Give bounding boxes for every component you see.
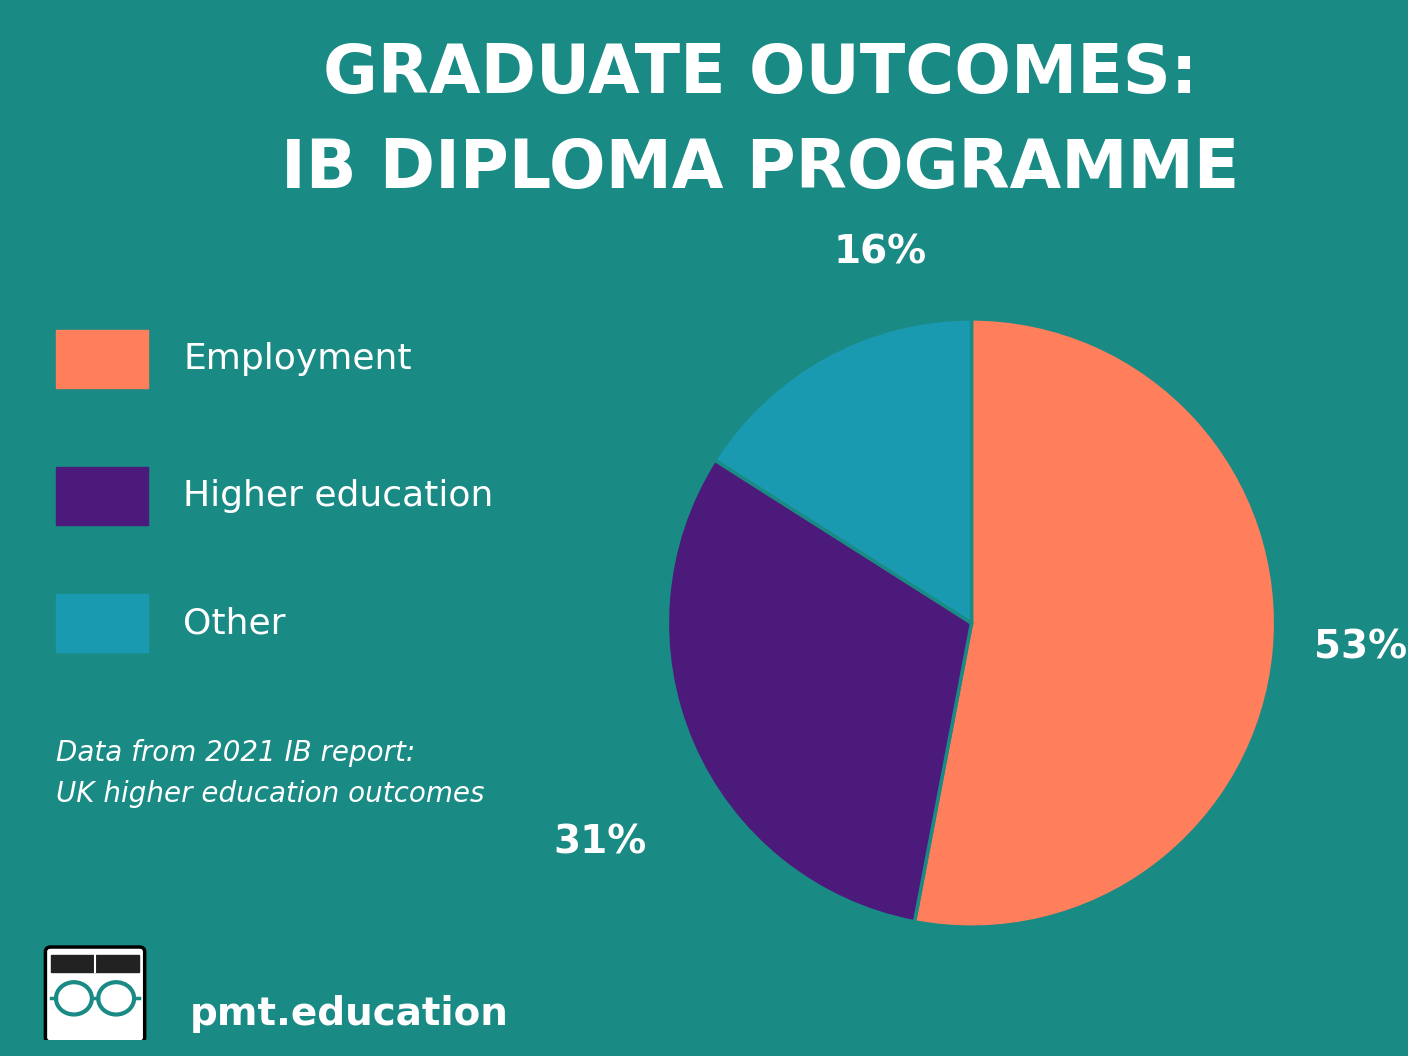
Text: GRADUATE OUTCOMES:: GRADUATE OUTCOMES: [322, 41, 1198, 107]
Wedge shape [667, 460, 972, 922]
Text: 16%: 16% [834, 233, 926, 271]
Text: pmt.education: pmt.education [190, 995, 508, 1033]
FancyBboxPatch shape [45, 947, 145, 1042]
Text: 53%: 53% [1314, 628, 1408, 666]
Text: 31%: 31% [553, 823, 648, 861]
Text: Higher education: Higher education [183, 479, 493, 513]
Text: Employment: Employment [183, 342, 411, 376]
Text: IB DIPLOMA PROGRAMME: IB DIPLOMA PROGRAMME [282, 136, 1239, 202]
Wedge shape [715, 319, 972, 623]
Bar [51, 955, 139, 972]
Text: Other: Other [183, 606, 286, 640]
Text: Data from 2021 IB report:
UK higher education outcomes: Data from 2021 IB report: UK higher educ… [56, 739, 484, 809]
Wedge shape [915, 319, 1276, 927]
